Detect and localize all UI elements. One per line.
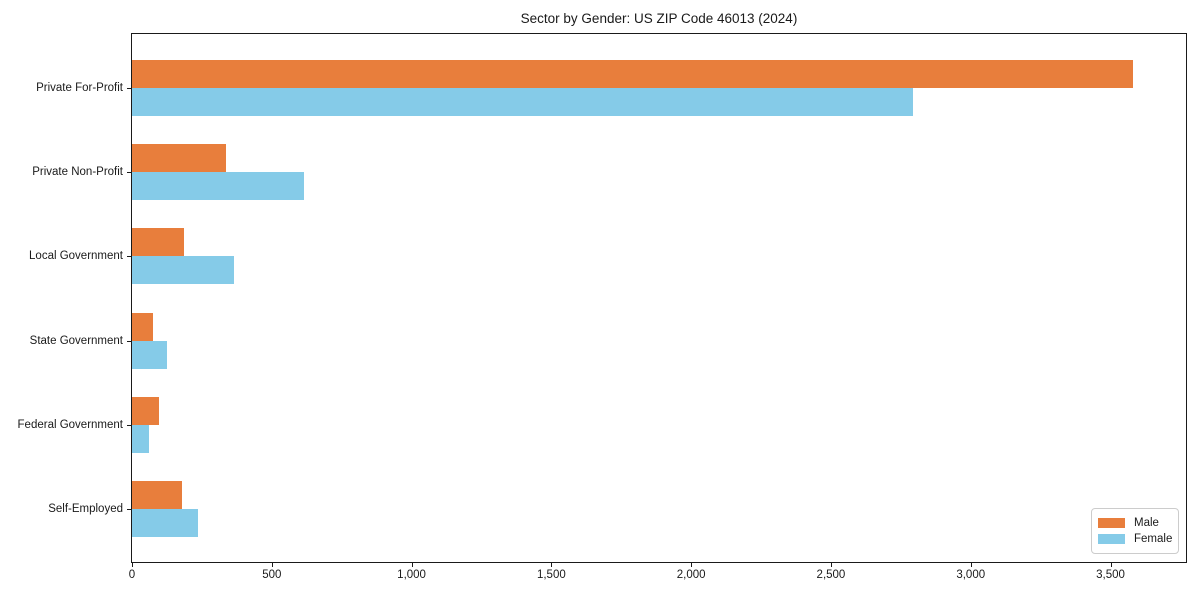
- y-axis-label: Private For-Profit: [36, 82, 123, 94]
- female-bar: [132, 88, 914, 116]
- male-bar: [132, 396, 159, 425]
- male-swatch-icon: [1098, 518, 1125, 528]
- x-tick-mark: [830, 563, 832, 567]
- x-axis-label: 1,500: [536, 569, 566, 581]
- legend-label: Male: [1134, 517, 1159, 529]
- female-swatch-icon: [1098, 534, 1125, 544]
- male-bar: [132, 144, 226, 173]
- x-tick-mark: [691, 563, 693, 567]
- y-tick-mark: [127, 509, 131, 510]
- legend: Male Female: [1091, 508, 1179, 554]
- y-axis-label: Self-Employed: [48, 503, 123, 515]
- y-axis-label: Federal Government: [17, 418, 123, 431]
- x-tick-mark: [132, 563, 133, 567]
- y-axis-label: State Government: [29, 334, 123, 347]
- x-tick-mark: [551, 563, 553, 567]
- y-tick-mark: [127, 424, 131, 426]
- legend-entry-male: Male: [1098, 517, 1172, 529]
- x-axis-label: 0: [128, 569, 136, 581]
- x-axis-label: 500: [262, 569, 282, 581]
- x-tick-mark: [970, 563, 972, 567]
- male-bar: [132, 312, 153, 341]
- x-axis-label: 1,000: [397, 569, 426, 581]
- female-bar: [132, 509, 198, 537]
- x-axis-label: 2,500: [816, 569, 846, 581]
- female-bar: [132, 256, 234, 285]
- x-tick-mark: [1110, 563, 1112, 567]
- y-tick-mark: [127, 172, 131, 174]
- y-tick-mark: [127, 88, 131, 89]
- legend-label: Female: [1134, 533, 1173, 545]
- x-axis-label: 3,000: [956, 569, 986, 581]
- y-axis-label: Private Non-Profit: [32, 166, 123, 179]
- chart-title: Sector by Gender: US ZIP Code 46013 (202…: [520, 11, 798, 26]
- x-tick-mark: [271, 563, 273, 567]
- x-axis-label: 3,500: [1096, 569, 1125, 581]
- y-axis-label: Local Government: [29, 250, 123, 263]
- male-bar: [132, 60, 1133, 88]
- male-bar: [132, 481, 183, 509]
- male-bar: [132, 228, 184, 257]
- x-axis-label: 2,000: [676, 569, 706, 581]
- female-bar: [132, 424, 149, 453]
- plot-area: [131, 33, 1187, 563]
- female-bar: [132, 172, 304, 201]
- female-bar: [132, 340, 167, 369]
- legend-entry-female: Female: [1098, 533, 1172, 545]
- y-tick-mark: [127, 256, 131, 258]
- x-tick-mark: [411, 563, 413, 567]
- y-tick-mark: [127, 340, 131, 342]
